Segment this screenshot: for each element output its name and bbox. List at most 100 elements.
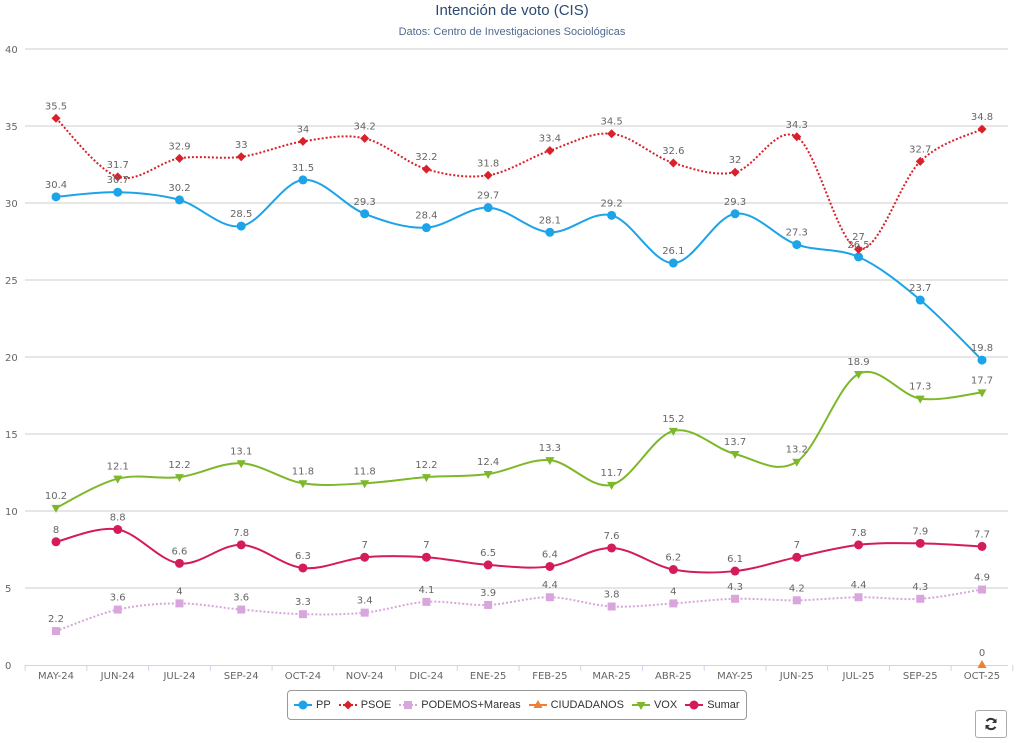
legend-item-ciudadanos[interactable]: CIUDADANOS bbox=[528, 699, 624, 711]
data-point-sumar bbox=[854, 540, 864, 550]
data-point-psoe bbox=[854, 244, 864, 254]
data-point-podemos-mareas bbox=[113, 605, 122, 614]
data-label-psoe: 33.4 bbox=[539, 134, 561, 145]
y-tick-label: 0 bbox=[5, 661, 11, 672]
data-point-pp bbox=[854, 252, 864, 262]
x-tick-label: MAY-24 bbox=[38, 671, 74, 682]
data-point-sumar bbox=[607, 543, 617, 553]
data-point-psoe bbox=[298, 136, 308, 146]
data-label-podemos-mareas: 3.8 bbox=[604, 589, 620, 600]
data-label-pp: 29.3 bbox=[724, 197, 746, 208]
data-label-pp: 27.3 bbox=[786, 228, 808, 239]
data-point-pp bbox=[360, 209, 370, 219]
data-point-podemos-mareas bbox=[484, 600, 493, 609]
data-point-vox bbox=[113, 475, 123, 484]
data-point-vox bbox=[730, 451, 740, 460]
x-tick-label: ABR-25 bbox=[655, 671, 692, 682]
data-label-pp: 28.4 bbox=[415, 211, 437, 222]
refresh-button[interactable] bbox=[975, 710, 1007, 738]
data-point-sumar bbox=[792, 552, 802, 562]
data-point-podemos-mareas bbox=[978, 585, 986, 594]
series-sumar bbox=[51, 524, 987, 576]
data-label-pp: 29.3 bbox=[354, 197, 376, 208]
series-line-sumar bbox=[55, 527, 983, 574]
x-tick-label: FEB-25 bbox=[532, 671, 567, 682]
series-podemos-mareas bbox=[52, 585, 986, 636]
data-point-pp bbox=[915, 295, 925, 305]
legend-label-vox: VOX bbox=[653, 699, 678, 711]
series-group bbox=[51, 113, 987, 668]
legend-item-psoe[interactable]: PSOE bbox=[338, 699, 392, 711]
data-label-podemos-mareas: 4 bbox=[176, 586, 182, 597]
legend-label-pp: PP bbox=[316, 699, 331, 711]
data-point-sumar bbox=[298, 563, 308, 573]
legend-item-sumar[interactable]: Sumar bbox=[685, 699, 740, 711]
data-label-sumar: 7.8 bbox=[233, 528, 249, 539]
data-point-sumar bbox=[483, 560, 493, 570]
y-tick-label: 35 bbox=[5, 122, 18, 133]
data-point-sumar bbox=[977, 541, 987, 551]
legend-label-ciudadanos: CIUDADANOS bbox=[550, 699, 624, 711]
data-point-pp bbox=[174, 195, 184, 205]
data-label-sumar: 6.5 bbox=[480, 548, 496, 559]
data-label-podemos-mareas: 4.3 bbox=[727, 582, 743, 593]
data-label-pp: 30.7 bbox=[107, 175, 129, 186]
data-point-vox bbox=[174, 474, 184, 483]
chart-title: Intención de voto (CIS) bbox=[435, 2, 588, 19]
y-tick-label: 10 bbox=[5, 507, 18, 518]
legend: PP PSOE PODEMOS+Mareas CIUDADANOS VOX Sumar bbox=[287, 690, 747, 720]
data-label-ciudadanos: 0 bbox=[979, 648, 985, 659]
data-point-vox bbox=[483, 471, 493, 480]
data-label-sumar: 7 bbox=[794, 540, 800, 551]
legend-marker-icon bbox=[528, 700, 547, 708]
data-label-sumar: 8.8 bbox=[110, 512, 126, 523]
x-tick-label: ENE-25 bbox=[470, 671, 506, 682]
x-tick-label: DIC-24 bbox=[409, 671, 443, 682]
y-tick-label: 30 bbox=[5, 199, 18, 210]
x-tick-label: OCT-25 bbox=[964, 671, 1000, 682]
chart-subtitle: Datos: Centro de Investigaciones Socioló… bbox=[399, 26, 626, 38]
x-tick-label: OCT-24 bbox=[285, 671, 321, 682]
legend-marker-icon bbox=[631, 702, 650, 710]
data-point-psoe bbox=[977, 124, 987, 134]
series-line-psoe bbox=[55, 117, 983, 251]
data-point-vox bbox=[421, 474, 431, 483]
data-label-psoe: 33 bbox=[235, 140, 248, 151]
data-point-podemos-mareas bbox=[298, 610, 307, 619]
data-label-pp: 23.7 bbox=[909, 283, 931, 294]
data-label-podemos-mareas: 4.4 bbox=[542, 580, 558, 591]
legend-item-vox[interactable]: VOX bbox=[631, 699, 678, 711]
y-tick-label: 25 bbox=[5, 276, 18, 287]
refresh-icon bbox=[985, 717, 997, 731]
data-label-podemos-mareas: 4.3 bbox=[912, 582, 928, 593]
data-label-sumar: 7.6 bbox=[604, 531, 620, 542]
legend-marker bbox=[533, 700, 543, 708]
data-point-pp bbox=[977, 355, 987, 365]
data-point-sumar bbox=[545, 561, 555, 571]
data-point-pp bbox=[730, 209, 740, 219]
legend-symbol-pp bbox=[294, 700, 312, 710]
series-line-podemos-mareas bbox=[55, 588, 983, 633]
legend-item-pp[interactable]: PP bbox=[294, 699, 331, 711]
data-point-vox bbox=[360, 480, 370, 489]
data-label-podemos-mareas: 3.6 bbox=[110, 593, 126, 604]
legend-marker-icon bbox=[685, 700, 704, 710]
legend-item-podemos-mareas[interactable]: PODEMOS+Mareas bbox=[399, 699, 521, 711]
legend-label-psoe: PSOE bbox=[360, 699, 392, 711]
data-label-pp: 28.1 bbox=[539, 215, 561, 226]
data-label-vox: 11.8 bbox=[292, 466, 314, 477]
data-point-psoe bbox=[545, 146, 555, 156]
series-pp bbox=[51, 175, 987, 365]
data-label-sumar: 8 bbox=[53, 525, 59, 536]
data-label-vox: 12.2 bbox=[168, 460, 190, 471]
data-label-vox: 12.4 bbox=[477, 457, 499, 468]
data-point-pp bbox=[668, 258, 678, 268]
y-axis: 0 5 10 15 20 25 30 35 40 bbox=[5, 45, 18, 672]
data-point-psoe bbox=[792, 132, 802, 142]
legend-marker-icon bbox=[294, 700, 312, 710]
data-label-psoe: 34.2 bbox=[354, 121, 376, 132]
data-point-psoe bbox=[174, 153, 184, 163]
data-label-vox: 13.3 bbox=[539, 443, 561, 454]
legend-marker-icon bbox=[338, 700, 357, 710]
